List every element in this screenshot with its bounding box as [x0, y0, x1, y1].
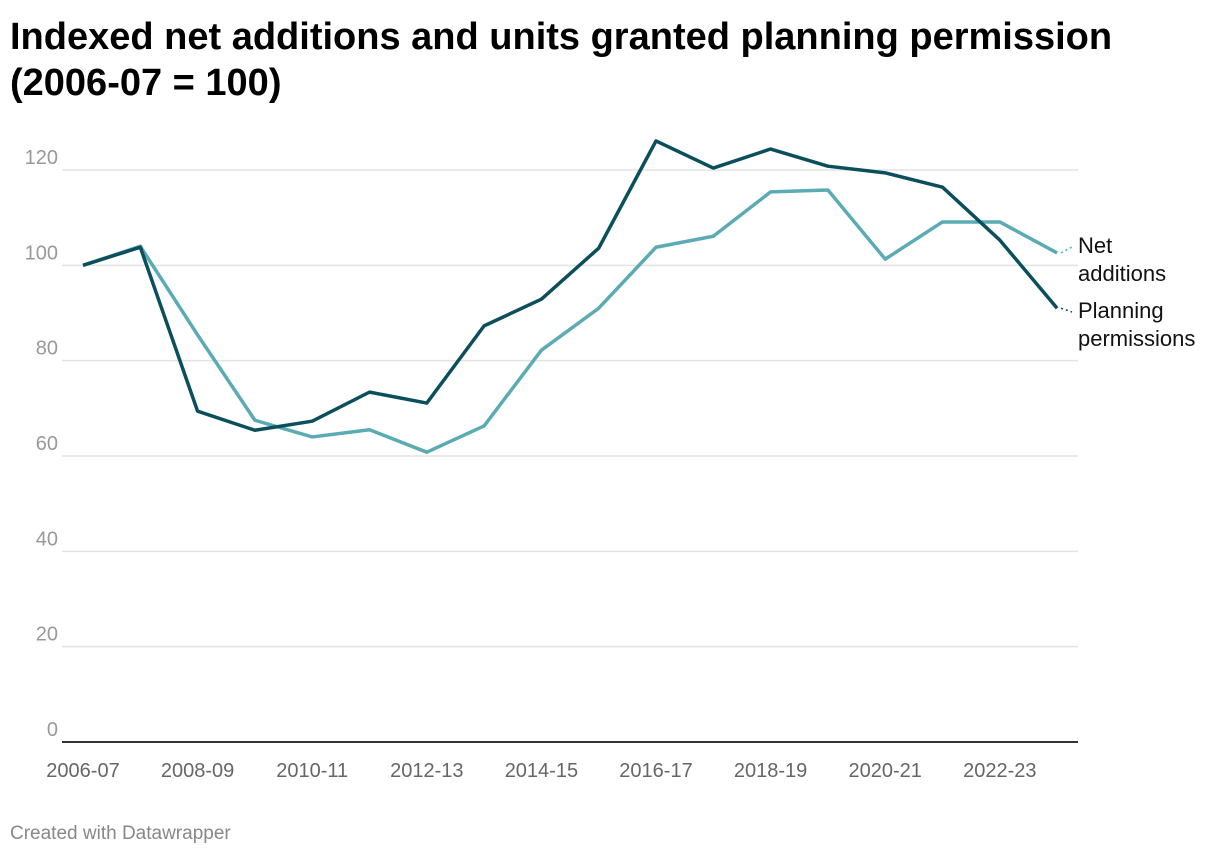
- x-tick-label: 2006-07: [46, 760, 119, 782]
- x-tick-label: 2008-09: [161, 760, 234, 782]
- x-tick-label: 2016-17: [619, 760, 692, 782]
- series-label: Planning: [1078, 298, 1164, 323]
- y-tick-label: 100: [25, 242, 58, 264]
- x-tick-label: 2010-11: [276, 760, 348, 782]
- series-line-planning-permissions: [82, 139, 1059, 433]
- credit-footer: Created with Datawrapper: [10, 823, 231, 844]
- y-tick-label: 40: [36, 528, 58, 550]
- x-tick-label: 2022-23: [963, 760, 1036, 782]
- y-tick-label: 120: [25, 147, 58, 169]
- y-tick-label: 80: [36, 338, 58, 360]
- series-label: permissions: [1078, 326, 1195, 351]
- y-tick-label: 0: [47, 719, 58, 741]
- y-tick-label: 20: [36, 624, 58, 646]
- x-tick-label: 2020-21: [848, 760, 921, 782]
- series-label: additions: [1078, 261, 1166, 286]
- series-line-net-additions: [82, 188, 1058, 454]
- label-connector: [1060, 246, 1073, 254]
- x-tick-label: 2014-15: [505, 760, 578, 782]
- x-tick-label: 2012-13: [390, 760, 463, 782]
- chart-title: Indexed net additions and units granted …: [10, 16, 1113, 104]
- y-tick-label: 60: [36, 433, 58, 455]
- x-tick-label: 2018-19: [734, 760, 807, 782]
- series-label: Net: [1078, 233, 1112, 258]
- label-connector: [1060, 307, 1073, 313]
